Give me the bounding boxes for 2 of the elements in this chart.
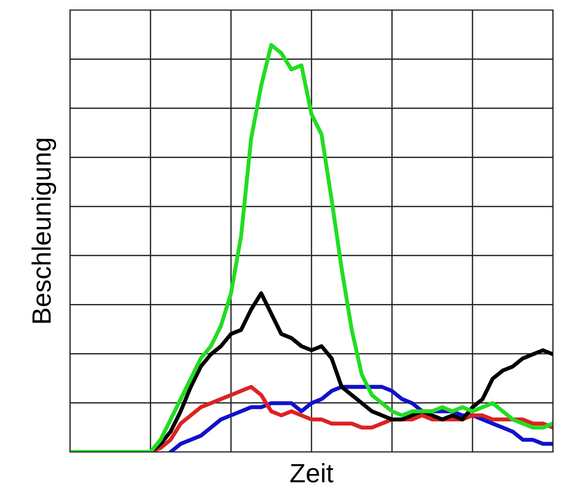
- y-axis-title: Beschleunigung: [32, 138, 56, 323]
- x-axis-title: Zeit: [290, 463, 334, 482]
